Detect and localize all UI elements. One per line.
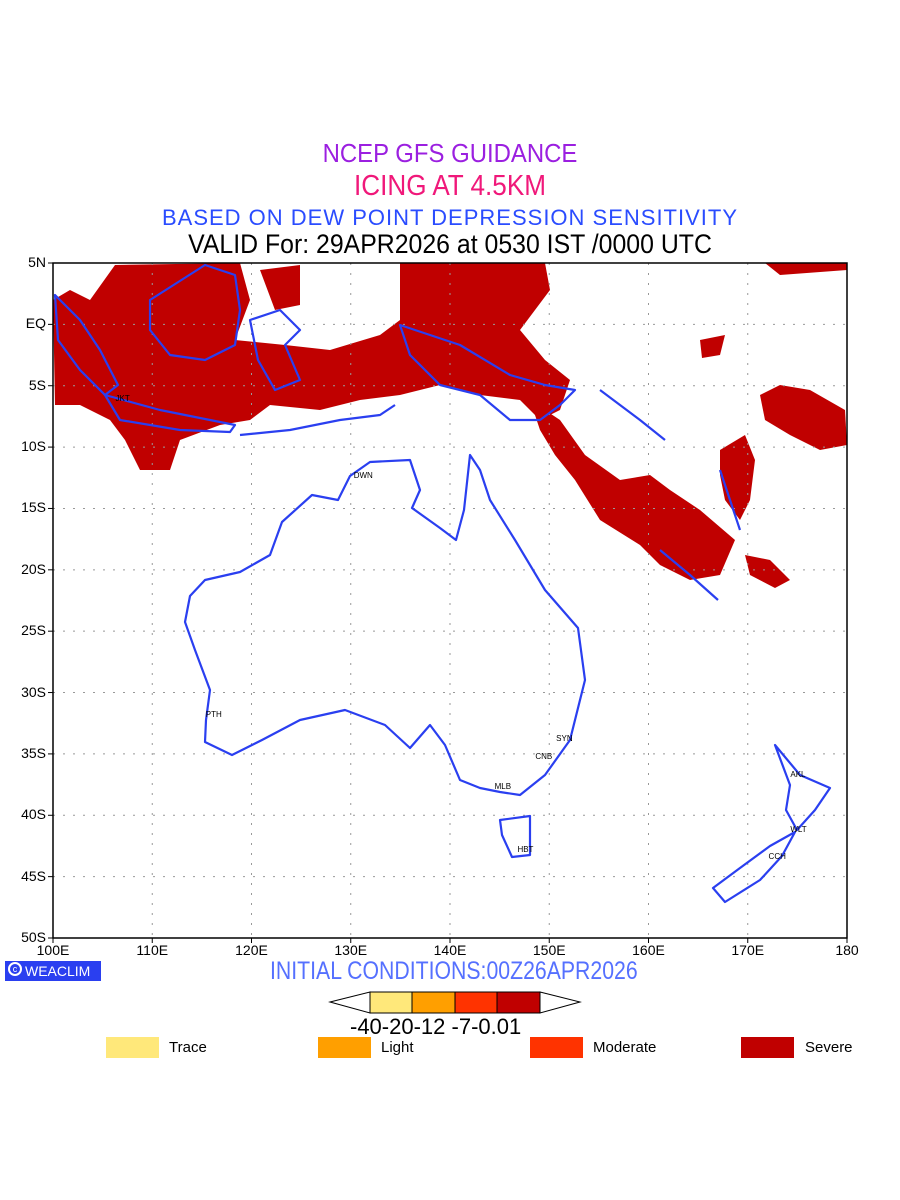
lat-label: EQ (25, 315, 46, 332)
title-method: BASED ON DEW POINT DEPRESSION SENSITIVIT… (161, 205, 739, 230)
lat-label: 25S (21, 622, 46, 639)
icing-area-sumatra-north (55, 320, 100, 355)
severe-icing-areas (53, 263, 847, 588)
lat-label: 15S (21, 499, 46, 516)
legend-swatch-moderate (530, 1037, 583, 1058)
city-label-pth: PTH (205, 709, 222, 719)
city-label-jkt: JKT (115, 394, 130, 404)
legend-swatch-trace (106, 1037, 159, 1058)
lat-label: 20S (21, 560, 46, 577)
lat-label: 30S (21, 683, 46, 700)
legend-label-trace: Trace (169, 1039, 207, 1056)
lat-label: 5N (28, 254, 46, 270)
legend-swatch-severe (741, 1037, 794, 1058)
lon-label: 100E (36, 942, 70, 958)
coast-new-caledonia (659, 549, 719, 601)
colorbar (328, 991, 582, 1014)
coast-nz-south (711, 830, 797, 904)
icing-area-newcal (745, 555, 790, 588)
lat-label: 50S (21, 929, 46, 945)
grid-lines (53, 263, 847, 938)
coast-vanuatu (718, 469, 742, 531)
icing-area-indonesia (53, 263, 570, 470)
title-guidance: NCEP GFS GUIDANCE (322, 138, 578, 168)
colorbar-labels: -40-20-12 -7-0.01 (350, 1014, 522, 1039)
axis-ticks (48, 262, 848, 943)
title-valid-time: VALID For: 29APR2026 at 0530 IST /0000 U… (188, 229, 712, 259)
colorbar-trace (369, 991, 413, 1014)
legend-label-severe: Severe (805, 1039, 853, 1056)
coast-australia (183, 453, 587, 797)
colorbar-severe (496, 991, 541, 1014)
lon-label: 110E (136, 942, 169, 958)
coast-tasmania (498, 814, 532, 859)
lat-label: 45S (21, 867, 46, 884)
weaclim-logo: c WEACLIM (5, 961, 101, 981)
colorbar-upper-arrow (539, 991, 582, 1014)
city-label-akl: AKL (790, 770, 806, 779)
legend-label-light: Light (381, 1039, 414, 1056)
coast-java (103, 393, 237, 434)
coast-solomons (599, 389, 666, 441)
icing-area-vanuatu (720, 435, 755, 520)
icing-area-pacific-east (760, 385, 847, 450)
lon-label: 120E (235, 942, 268, 958)
lat-label: 40S (21, 806, 46, 823)
city-label-cch: CCH (768, 852, 786, 862)
city-label-wlt: WLT (790, 825, 807, 835)
colorbar-moderate (454, 991, 498, 1014)
city-label-hbt: HBT (517, 844, 534, 854)
lat-label: 35S (21, 744, 46, 761)
coastlines (53, 263, 832, 904)
coast-nz-north (773, 743, 832, 832)
logo-text: WEACLIM (25, 963, 91, 979)
lon-label: 150E (532, 942, 566, 958)
coast-timor-chain (239, 404, 396, 437)
colorbar-light (411, 991, 456, 1014)
icing-area-borneo-north (260, 265, 300, 310)
initial-conditions: INITIAL CONDITIONS:00Z26APR2026 (270, 957, 638, 985)
coast-new-guinea (398, 323, 577, 422)
colorbar-lower-arrow (328, 991, 371, 1014)
coast-sulawesi (248, 308, 302, 392)
lon-label: 180 (835, 942, 859, 958)
city-label-mlb: MLB (494, 782, 512, 792)
coast-borneo (148, 263, 242, 362)
lon-label: 130E (334, 942, 368, 958)
lon-label: 170E (731, 942, 765, 958)
city-label-syn: SYN (556, 734, 573, 744)
legend-swatch-light (318, 1037, 371, 1058)
copyright-icon: c (8, 962, 22, 976)
lat-label: 10S (21, 438, 46, 455)
icing-area-north-pacific (765, 263, 847, 275)
city-label-cnb: CNB (535, 751, 553, 761)
coast-sumatra (53, 293, 120, 397)
legend-label-moderate: Moderate (593, 1039, 657, 1056)
lon-label: 140E (433, 942, 467, 958)
icing-area-pacific-small (700, 335, 725, 358)
title-icing: ICING AT 4.5KM (354, 170, 546, 202)
icing-area-coral-sea (530, 400, 735, 580)
lon-label: 160E (632, 942, 665, 958)
lat-label: 5S (28, 376, 46, 393)
city-label-dwn: DWN (353, 470, 373, 480)
